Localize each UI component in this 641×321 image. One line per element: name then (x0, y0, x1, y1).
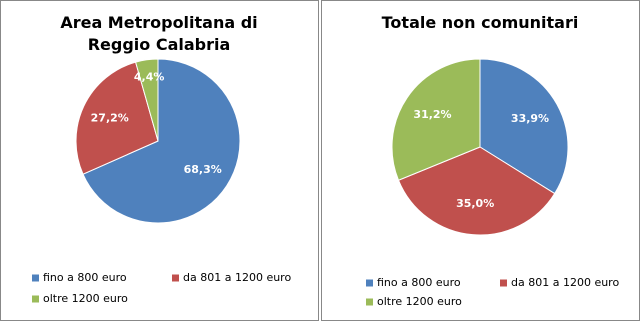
legend-label: oltre 1200 euro (43, 292, 128, 305)
legend-swatch (500, 279, 507, 287)
chart-title: Totale non comunitari (381, 13, 579, 32)
legend-swatch (32, 274, 39, 282)
legend-label: da 801 a 1200 euro (511, 276, 619, 289)
pie-slice (479, 58, 569, 195)
data-label: 35,0% (456, 197, 494, 210)
pie-slice (82, 58, 241, 224)
pie-slice (75, 61, 159, 175)
legend-swatch (172, 274, 179, 282)
chart-title: Area Metropolitana di Reggio Calabria (60, 13, 258, 54)
data-label: 31,2% (413, 108, 451, 121)
legend-label: fino a 800 euro (43, 271, 127, 284)
legend-label: da 801 a 1200 euro (183, 271, 291, 284)
pie-slice (391, 58, 481, 181)
legend-label: fino a 800 euro (377, 276, 461, 289)
data-label: 4,4% (134, 71, 165, 84)
data-label: 27,2% (91, 111, 129, 124)
pie-slice (134, 58, 159, 142)
legend-label: oltre 1200 euro (377, 295, 462, 308)
legend-swatch (32, 295, 39, 303)
legend-swatch (366, 298, 373, 306)
data-label: 68,3% (184, 163, 222, 176)
data-label: 33,9% (511, 112, 549, 125)
legend-swatch (366, 279, 373, 287)
pie-slice (397, 146, 556, 236)
